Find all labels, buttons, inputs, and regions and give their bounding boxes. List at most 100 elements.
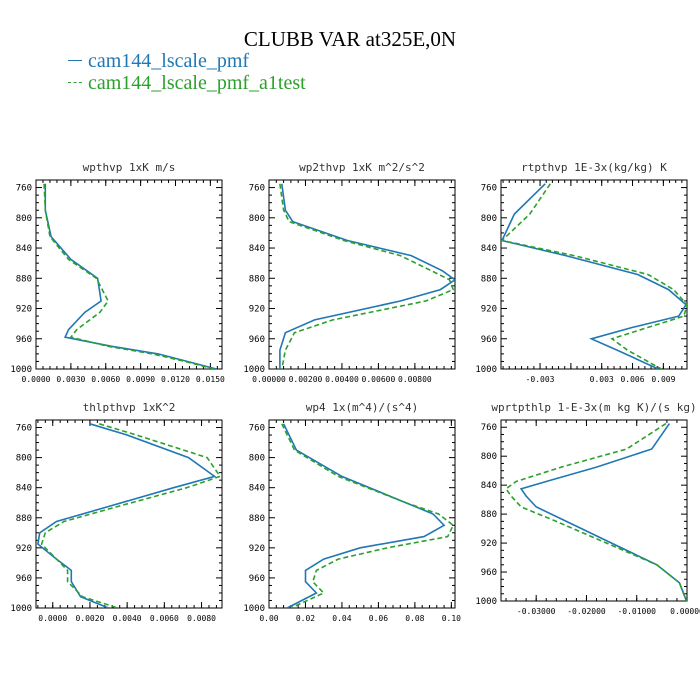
plot-frame — [35, 179, 223, 370]
y-tick-label: 760 — [249, 184, 265, 194]
y-tick-label: 760 — [481, 423, 497, 433]
y-tick-label: 960 — [16, 574, 32, 584]
y-tick-label: 840 — [16, 244, 32, 254]
x-tick-label: -0.01000 — [617, 607, 656, 616]
y-tick-label: 840 — [481, 481, 497, 491]
y-tick-label: 800 — [16, 454, 32, 464]
y-tick-label: 840 — [249, 244, 265, 254]
x-tick-label: -0.03000 — [517, 607, 556, 616]
y-tick-label: 880 — [481, 274, 497, 284]
series-line-1 — [282, 423, 446, 608]
x-tick-label: 0.0030 — [56, 375, 85, 384]
x-tick-label: 0.04 — [332, 614, 351, 623]
y-tick-label: 920 — [16, 305, 32, 315]
x-tick-label: 0.0040 — [113, 614, 142, 623]
series-line-1 — [37, 423, 217, 608]
y-tick-label: 880 — [16, 274, 32, 284]
y-tick-label: 1000 — [10, 604, 32, 614]
y-tick-label: 760 — [16, 424, 32, 434]
series-line-1 — [44, 183, 217, 369]
x-tick-label: 0.00600 — [362, 375, 396, 384]
x-tick-label: 0.009 — [651, 375, 675, 384]
x-tick-label: 0.0000 — [22, 375, 51, 384]
x-tick-label: 0.0150 — [196, 375, 225, 384]
plot-frame — [500, 419, 688, 602]
x-tick-label: 0.00 — [259, 614, 278, 623]
series-line-2 — [43, 183, 215, 369]
series-line-2 — [281, 423, 455, 608]
y-tick-label: 1000 — [243, 604, 265, 614]
y-tick-label: 960 — [16, 335, 32, 345]
panel-4: thlpthvp 1xK^2 760 800 840 880 920 960 1000 0.00… — [10, 401, 223, 623]
y-tick-label: 760 — [249, 424, 265, 434]
y-tick-label: 800 — [249, 454, 265, 464]
x-tick-label: 0.0080 — [187, 614, 216, 623]
x-tick-label: 0.00000 — [670, 607, 700, 616]
panel-title: wpthvp 1xK m/s — [83, 161, 176, 174]
y-tick-label: 880 — [249, 514, 265, 524]
panel-2: wp2thvp 1xK m^2/s^2 760 800 840 880 920 960 100… — [243, 161, 456, 384]
x-tick-label: 0.02 — [296, 614, 315, 623]
y-tick-label: 840 — [481, 244, 497, 254]
panel-title: wp4 1x(m^4)/(s^4) — [306, 401, 419, 414]
plot-frame — [35, 419, 223, 609]
y-tick-label: 800 — [481, 452, 497, 462]
y-tick-label: 920 — [249, 544, 265, 554]
y-tick-label: 920 — [16, 544, 32, 554]
panel-1: wpthvp 1xK m/s76080084088092096010000.00… — [10, 161, 225, 384]
panel-title: wprtpthlp 1-E-3x(m kg K)/(s kg) — [491, 401, 696, 414]
y-tick-label: 920 — [481, 305, 497, 315]
x-tick-label: 0.0090 — [126, 375, 155, 384]
x-tick-label: 0.00800 — [398, 375, 432, 384]
panel-6: wprtpthlp 1-E-3x(m kg K)/(s kg) 760 800 840… — [475, 401, 700, 616]
y-tick-label: 960 — [249, 335, 265, 345]
x-tick-label: 0.0000 — [38, 614, 67, 623]
series-line-1 — [519, 423, 687, 601]
x-tick-label: 0.006 — [620, 375, 644, 384]
x-tick-label: 0.0020 — [75, 614, 104, 623]
y-tick-label: 960 — [481, 335, 497, 345]
plot-frame — [268, 419, 456, 609]
panel-5: wp4 1x(m^4)/(s^4)76080084088092096010000… — [243, 401, 461, 623]
x-tick-label: 0.00400 — [325, 375, 359, 384]
y-tick-label: 880 — [481, 510, 497, 520]
x-tick-label: 0.00000 — [252, 375, 286, 384]
series-line-1 — [279, 183, 455, 369]
y-tick-label: 880 — [249, 274, 265, 284]
panel-title: wp2thvp 1xK m^2/s^2 — [299, 161, 425, 174]
legend-entry-1: cam144_lscale_pmf — [68, 50, 249, 73]
panel-title: rtpthvp 1E-3x(kg/kg) K — [521, 161, 667, 174]
series-line-2 — [501, 183, 687, 369]
x-tick-label: 0.00200 — [289, 375, 323, 384]
legend-swatch-2 — [68, 81, 82, 83]
y-tick-label: 800 — [16, 214, 32, 224]
y-tick-label: 800 — [481, 214, 497, 224]
y-tick-label: 1000 — [475, 597, 497, 607]
y-tick-label: 800 — [249, 214, 265, 224]
legend-label-1: cam144_lscale_pmf — [88, 50, 250, 72]
x-tick-label: -0.02000 — [567, 607, 606, 616]
series-line-2 — [504, 422, 687, 601]
legend-swatch-1 — [68, 59, 82, 61]
panel-3: rtpthvp 1E-3x(kg/kg) K 760 800 840 880 920 960… — [475, 161, 688, 384]
x-tick-label: -0.003 — [526, 375, 555, 384]
y-tick-label: 840 — [249, 484, 265, 494]
y-tick-label: 960 — [481, 568, 497, 578]
y-tick-label: 760 — [481, 184, 497, 194]
y-tick-label: 760 — [16, 184, 32, 194]
panel-title: thlpthvp 1xK^2 — [83, 401, 176, 414]
plot-frame — [268, 179, 456, 370]
x-tick-label: 0.10 — [442, 614, 461, 623]
series-line-1 — [501, 183, 687, 369]
y-tick-label: 960 — [249, 574, 265, 584]
x-tick-label: 0.0060 — [150, 614, 179, 623]
y-tick-label: 880 — [16, 514, 32, 524]
y-tick-label: 1000 — [243, 365, 265, 375]
plot-frame — [500, 179, 688, 370]
x-tick-label: 0.003 — [590, 375, 614, 384]
y-tick-label: 840 — [16, 484, 32, 494]
y-tick-label: 920 — [481, 539, 497, 549]
series-line-2 — [279, 183, 455, 369]
